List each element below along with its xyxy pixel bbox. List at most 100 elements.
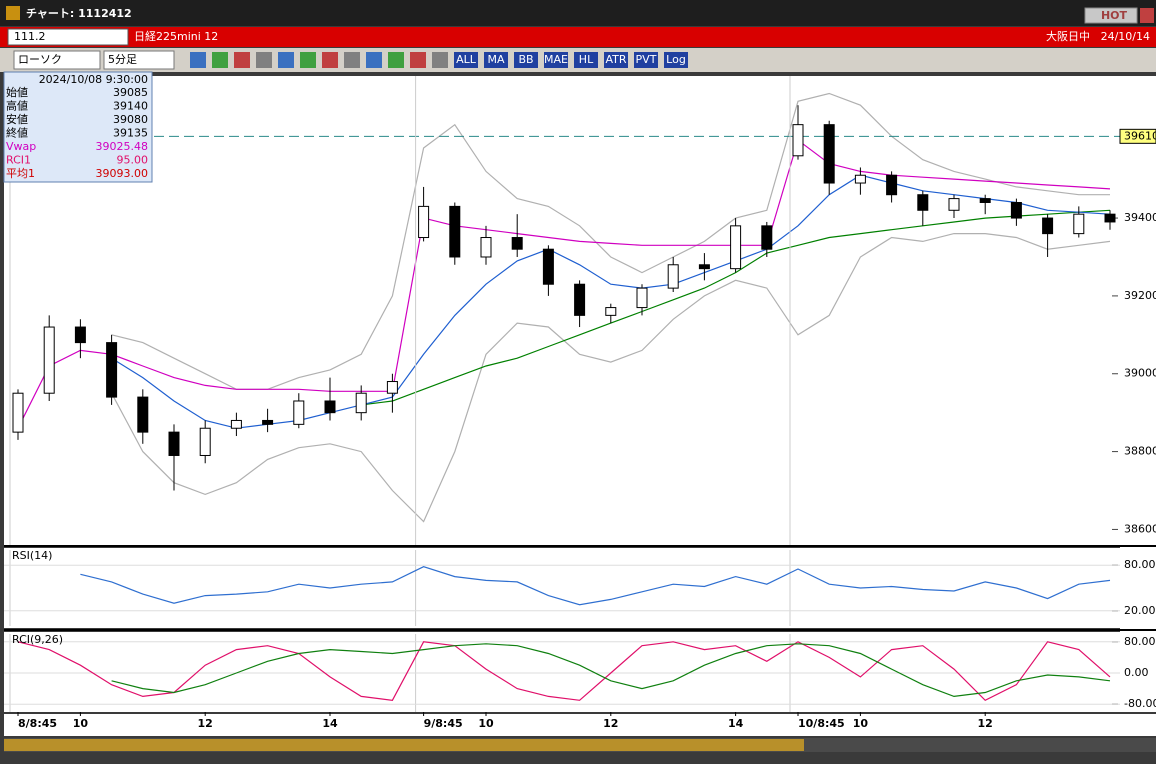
- interval-label[interactable]: 5分足: [108, 53, 137, 66]
- tool-icon: [322, 52, 338, 68]
- tool-button[interactable]: [454, 52, 478, 68]
- candle-body: [1010, 201, 1022, 219]
- candle-body: [886, 174, 898, 196]
- candle-body: [542, 248, 554, 285]
- y-tick-label: 0.00: [1124, 666, 1149, 679]
- info-label: Vwap: [6, 140, 36, 153]
- series-line: [17, 641, 1111, 702]
- candle-body: [667, 264, 679, 289]
- tool-icon: [366, 52, 382, 68]
- candle-body: [386, 381, 398, 394]
- tool-button[interactable]: [484, 52, 508, 68]
- interval-select[interactable]: [103, 50, 175, 70]
- hot-button[interactable]: [1084, 7, 1138, 24]
- tool-icon: [278, 52, 294, 68]
- x-tick-label: 14: [728, 717, 744, 730]
- date: 24/10/14: [1101, 30, 1150, 43]
- tool-label[interactable]: BB: [518, 53, 533, 66]
- candle-body: [137, 396, 149, 433]
- info-value: 95.00: [117, 154, 149, 167]
- info-value: 39085: [113, 86, 148, 99]
- tool-button[interactable]: [634, 52, 658, 68]
- symbol-input[interactable]: [7, 28, 129, 46]
- style-select[interactable]: [13, 50, 101, 70]
- candle-body: [324, 400, 336, 414]
- tool-label[interactable]: MAE: [544, 53, 568, 66]
- candle-body: [262, 419, 274, 425]
- candle-body: [792, 124, 804, 157]
- tool-button[interactable]: [514, 52, 538, 68]
- tool-button[interactable]: [544, 52, 568, 68]
- candle-body: [480, 237, 492, 258]
- candle-body: [948, 198, 960, 211]
- tool-label[interactable]: HL: [579, 53, 594, 66]
- candle-body: [979, 198, 991, 203]
- y-tick-label: -80.00: [1124, 697, 1156, 710]
- info-box: [3, 71, 153, 183]
- x-tick-label: 8/8:45: [18, 717, 57, 730]
- candle-body: [823, 124, 835, 184]
- tool-icon: [234, 52, 250, 68]
- candle-body: [730, 225, 742, 270]
- hot-label[interactable]: HOT: [1101, 9, 1128, 22]
- x-tick-label: 9/8:45: [424, 717, 463, 730]
- series-line: [17, 139, 1111, 429]
- x-tick-label: 10: [478, 717, 494, 730]
- tool-button[interactable]: [574, 52, 598, 68]
- tool-label[interactable]: ALL: [456, 53, 477, 66]
- y-tick-label: 39400: [1124, 211, 1156, 224]
- tool-button[interactable]: [664, 52, 688, 68]
- panel-title: RCI(9,26): [12, 633, 63, 646]
- candle-body: [12, 392, 24, 433]
- y-tick-label: 38800: [1124, 445, 1156, 458]
- candle-body: [698, 264, 710, 270]
- scroll-thumb[interactable]: [4, 739, 804, 751]
- title-bar: [0, 0, 1156, 26]
- info-value: 39135: [113, 127, 148, 140]
- candle-body: [1073, 213, 1085, 235]
- tool-icon: [256, 52, 272, 68]
- tool-label[interactable]: ATR: [605, 53, 626, 66]
- candle-body: [1104, 213, 1116, 223]
- candle-body: [106, 342, 118, 398]
- style-label[interactable]: ローソク: [18, 53, 62, 66]
- tool-icon: [432, 52, 448, 68]
- tool-icon: [212, 52, 228, 68]
- info-value: 39025.48: [96, 140, 149, 153]
- y-tick-label: 39200: [1124, 289, 1156, 302]
- x-tick-label: 12: [603, 717, 618, 730]
- y-tick-label: 80.00: [1124, 558, 1156, 571]
- candle-body: [168, 431, 180, 456]
- candle-body: [511, 237, 523, 250]
- info-value: 39140: [113, 100, 148, 113]
- close-button[interactable]: [1140, 8, 1154, 23]
- candle-body: [917, 194, 929, 211]
- candle-body: [605, 307, 617, 316]
- symbol-code[interactable]: 111.2: [14, 30, 46, 43]
- y-tick-label: 80.00: [1124, 635, 1156, 648]
- series-line: [111, 643, 1111, 698]
- rci-panel: [4, 632, 1120, 712]
- x-tick-label: 14: [322, 717, 338, 730]
- tool-button[interactable]: [604, 52, 628, 68]
- info-value: 39080: [113, 113, 148, 126]
- series-line: [111, 174, 1111, 429]
- y-tick-label: 20.00: [1124, 604, 1156, 617]
- info-value: 39093.00: [96, 167, 149, 180]
- x-tick-label: 10: [853, 717, 869, 730]
- candle-body: [43, 326, 55, 394]
- x-tick-label: 10/8:45: [798, 717, 845, 730]
- candle-body: [761, 225, 773, 250]
- series-line: [361, 209, 1111, 406]
- candle-body: [1042, 217, 1054, 235]
- candle-body: [293, 400, 305, 425]
- info-label: RCI1: [6, 154, 31, 167]
- panel-title: RSI(14): [12, 549, 52, 562]
- time-axis: [4, 714, 1156, 736]
- tool-label[interactable]: MA: [487, 53, 504, 66]
- tool-label[interactable]: PVT: [636, 53, 657, 66]
- candle-body: [449, 205, 461, 258]
- candle-body: [418, 205, 430, 239]
- tool-label[interactable]: Log: [666, 53, 686, 66]
